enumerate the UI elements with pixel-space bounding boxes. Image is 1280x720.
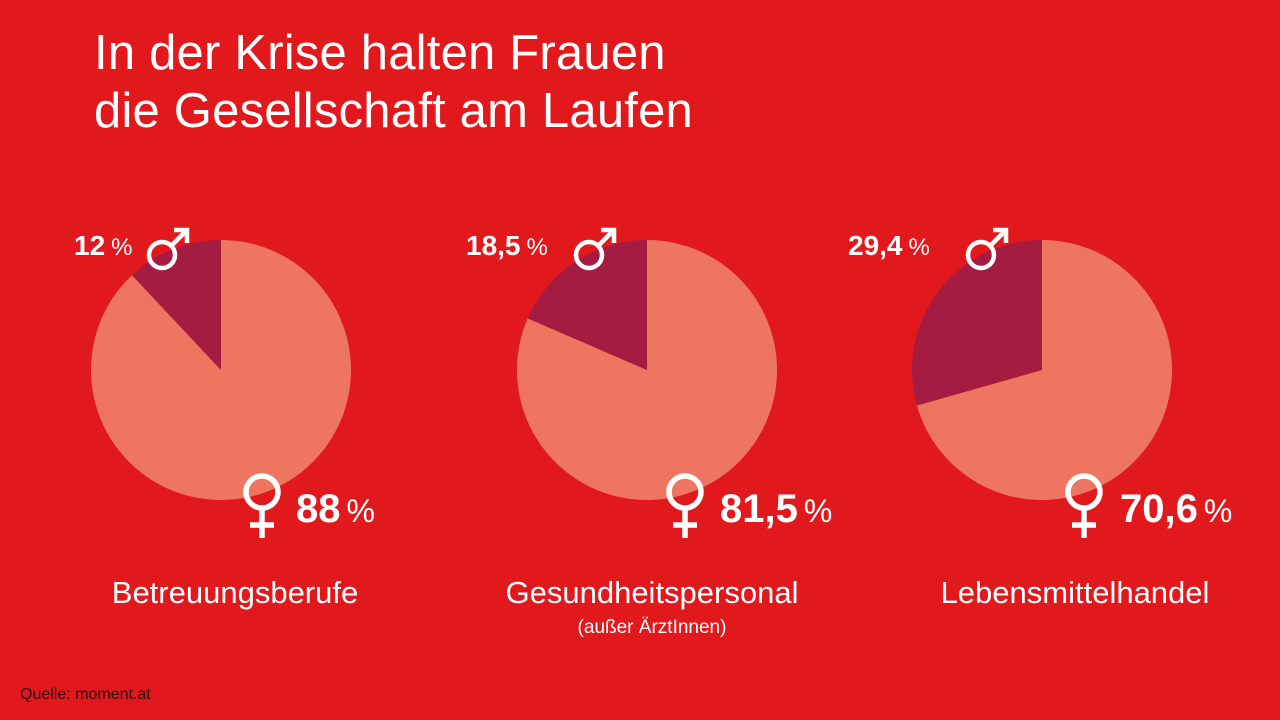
female-symbol-icon: [243, 473, 281, 538]
female-value-label-betreuung: 88%: [296, 489, 375, 529]
male-symbol-icon: [146, 227, 190, 271]
title-line-1: In der Krise halten Frauen: [94, 26, 666, 80]
male-value: 18,5: [466, 230, 521, 261]
pie-slice-male-gesundheit: [527, 240, 647, 370]
percent-sign: %: [526, 234, 548, 261]
percent-sign: %: [346, 493, 375, 529]
pie-slice-female-gesundheit: [516, 240, 777, 500]
pie-slice-female-betreuung: [90, 240, 351, 500]
category-label-gesundheit: Gesundheitspersonal: [505, 575, 799, 610]
category-label-lebensmittel: Lebensmittelhandel: [940, 575, 1210, 610]
pie-slice-male-betreuung: [132, 240, 221, 370]
female-value: 81,5: [720, 487, 798, 531]
category-label-betreuung: Betreuungsberufe: [111, 575, 359, 610]
male-value-label-lebensmittel: 29,4%: [848, 232, 930, 260]
pie-slice-female-lebensmittel: [916, 239, 1173, 501]
male-symbol-icon: [573, 227, 617, 271]
percent-sign: %: [111, 234, 133, 261]
percent-sign: %: [1203, 493, 1233, 529]
female-symbol-icon: [1065, 473, 1103, 538]
female-value: 88: [296, 487, 341, 531]
male-value-label-gesundheit: 18,5%: [466, 232, 548, 260]
category-sublabel-gesundheit: (außer ÄrztInnen): [577, 617, 727, 638]
female-value-label-gesundheit: 81,5%: [720, 489, 832, 529]
pie-slice-male-lebensmittel: [912, 240, 1042, 406]
male-symbol-icon: [965, 227, 1009, 271]
female-value: 70,6: [1120, 487, 1198, 531]
title-line-2: die Gesellschaft am Laufen: [94, 84, 693, 138]
percent-sign: %: [803, 493, 833, 529]
female-symbol-icon: [666, 473, 704, 538]
percent-sign: %: [908, 234, 930, 261]
female-value-label-lebensmittel: 70,6%: [1120, 489, 1232, 529]
source-note: Quelle: moment.at: [20, 686, 151, 703]
male-value-label-betreuung: 12%: [74, 232, 133, 260]
male-value: 29,4: [848, 230, 903, 261]
page-title: In der Krise halten Frauen die Gesellsch…: [94, 24, 693, 140]
male-value: 12: [74, 230, 106, 261]
